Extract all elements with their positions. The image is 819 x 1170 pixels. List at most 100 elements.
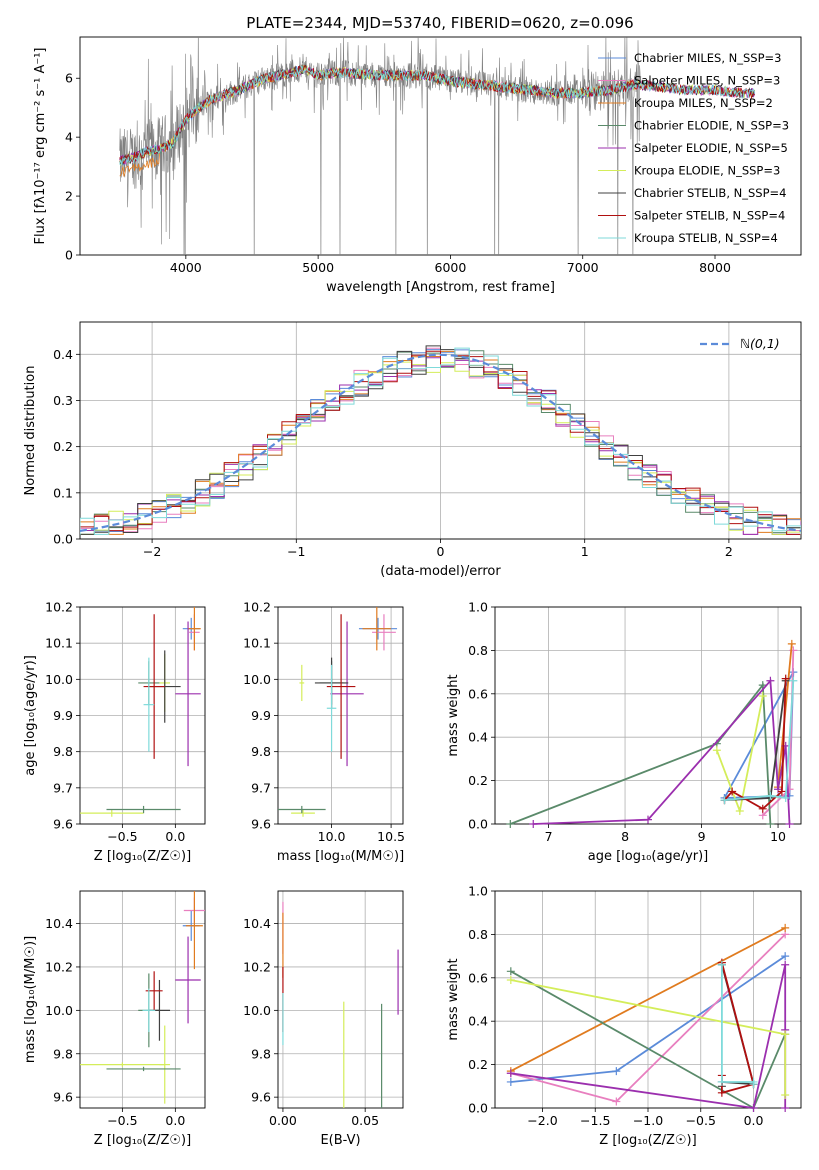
x-tick-label: −1.5 (580, 1113, 610, 1128)
y-tick-label: 0.3 (53, 393, 73, 408)
mass-vs-ebv-axes: 0.00 0.05 9.6 9.8 10.0 10.2 10.4 E(B-V) (243, 890, 404, 1148)
y-tick-label: 0.0 (468, 1101, 488, 1116)
weight-point-marker (781, 793, 790, 802)
y-tick-label: 9.7 (251, 780, 271, 795)
weight-point-marker (506, 1077, 515, 1086)
weight-vs-age-lines (506, 639, 798, 828)
residual-histogram (80, 350, 801, 535)
residuals-frame (79, 321, 802, 540)
weight-point-marker (777, 787, 786, 796)
legend-label: Kroupa STELIB, N_SSP=4 (634, 231, 778, 245)
weight-point-marker (717, 1077, 726, 1086)
y-tick-label: 0.8 (468, 643, 488, 658)
x-tick-label: 0.05 (351, 1113, 379, 1128)
age-vs-Z-axes: −0.5 0.0 9.6 9.7 9.8 9.9 10.0 10.1 10.2 Z [log₁₀(… (23, 600, 206, 864)
y-tick-label: 0.6 (468, 970, 488, 985)
weight-point-marker (781, 674, 790, 683)
weight-vs-age-frame (494, 606, 802, 825)
y-tick-label: 6 (65, 71, 73, 86)
y-tick-label: 9.6 (53, 817, 73, 832)
weight-point-marker (781, 1104, 790, 1112)
y-tick-label: 0.1 (53, 485, 73, 500)
weight-point-marker (766, 676, 775, 685)
legend-label: Chabrier ELODIE, N_SSP=3 (634, 119, 789, 133)
x-tick-label: 10 (770, 829, 786, 844)
x-tick-label: −0.5 (686, 1113, 716, 1128)
weight-point-marker (644, 815, 652, 824)
mass-vs-Z-frame (79, 890, 206, 1109)
y-tick-label: 0.0 (468, 817, 488, 832)
weight-point-marker (758, 804, 767, 813)
y-tick-label: 2 (65, 189, 73, 204)
weight-point-marker (506, 967, 515, 976)
age-vs-mass-frame (277, 606, 404, 825)
model-spectrum-line (119, 65, 756, 166)
x-tick-label: 0.00 (269, 1113, 297, 1128)
weight-point-marker (785, 820, 794, 828)
figure-title: PLATE=2344, MJD=53740, FIBERID=0620, z=0… (246, 14, 633, 32)
y-tick-label: 0.6 (468, 686, 488, 701)
weight-point-marker (781, 952, 790, 961)
y-tick-label: 9.9 (53, 708, 73, 723)
weight-point-marker (749, 1104, 758, 1112)
weight-point-marker (717, 1088, 726, 1097)
legend-label: Kroupa MILES, N_SSP=2 (634, 96, 773, 110)
y-tick-label: 9.7 (53, 780, 73, 795)
y-tick-label: 0.2 (468, 773, 488, 788)
y-tick-label: 0.8 (468, 927, 488, 942)
weight-point-marker (506, 1069, 515, 1078)
x-tick-label: 0.0 (165, 1113, 185, 1128)
x-tick-label: 1 (581, 544, 589, 559)
y-tick-label: 0.4 (53, 347, 73, 362)
legend-label: ℕ(0,1) (740, 336, 780, 351)
y-tick-label: 10.0 (45, 672, 73, 687)
weight-point-marker (720, 796, 729, 805)
weight-point-marker (529, 820, 538, 828)
weight-vs-Z-lines (506, 923, 790, 1112)
x-tick-label: 10.5 (377, 829, 405, 844)
age-vs-Z-points (80, 607, 201, 817)
weight-series-line (510, 927, 786, 1072)
y-tick-label: 9.6 (53, 1090, 73, 1105)
mass-vs-Z-points (80, 891, 205, 1104)
weight-point-marker (612, 1097, 621, 1106)
weight-point-marker (781, 1090, 790, 1099)
y-axis-label: age [log₁₀(age/yr)] (23, 655, 38, 776)
spectrum-plot-area (119, 37, 756, 255)
y-tick-label: 10.0 (45, 1003, 73, 1018)
legend-label: Chabrier MILES, N_SSP=3 (634, 51, 781, 65)
y-tick-label: 9.6 (251, 1090, 271, 1105)
y-tick-label: 1.0 (468, 600, 488, 615)
x-axis-label: Z [log₁₀(Z/Z☉)] (94, 849, 191, 864)
x-tick-label: 0.0 (165, 829, 185, 844)
weight-series-line (533, 678, 791, 825)
weight-vs-Z-axes: −2.0 −1.5 −1.0 −0.5 0.0 0.0 0.2 0.4 0.6 0.8 1.0 Z [… (446, 884, 802, 1148)
residual-histogram (80, 347, 801, 535)
y-tick-label: 10.4 (243, 916, 271, 931)
x-tick-label: 8000 (699, 260, 731, 275)
legend-label: Salpeter MILES, N_SSP=3 (634, 74, 780, 88)
weight-vs-Z-frame (494, 890, 802, 1109)
x-tick-label: −2 (143, 544, 161, 559)
spectrum-frame (79, 36, 802, 256)
y-tick-label: 9.8 (53, 1046, 73, 1061)
weight-point-marker (612, 1067, 621, 1076)
x-axis-label: mass [log₁₀(M/M☉)] (277, 849, 404, 864)
observed-spectrum (119, 37, 642, 255)
x-axis-label: age [log₁₀(age/yr)] (588, 849, 709, 864)
y-axis-label: Normed distribution (23, 366, 38, 496)
legend-label: Chabrier STELIB, N_SSP=4 (634, 186, 786, 200)
y-tick-label: 10.2 (243, 600, 271, 615)
y-tick-label: 10.0 (243, 1003, 271, 1018)
y-tick-label: 10.2 (243, 959, 271, 974)
weight-point-marker (787, 639, 796, 648)
y-tick-label: 10.2 (45, 600, 73, 615)
y-tick-label: 0.2 (53, 439, 73, 454)
y-tick-label: 9.8 (251, 1046, 271, 1061)
x-tick-label: 0 (437, 544, 445, 559)
x-tick-label: −0.5 (107, 1113, 137, 1128)
age-vs-mass-points (278, 607, 398, 817)
age-vs-Z-frame (79, 606, 206, 825)
y-tick-label: 10.1 (243, 636, 271, 651)
weight-point-marker (781, 960, 790, 969)
